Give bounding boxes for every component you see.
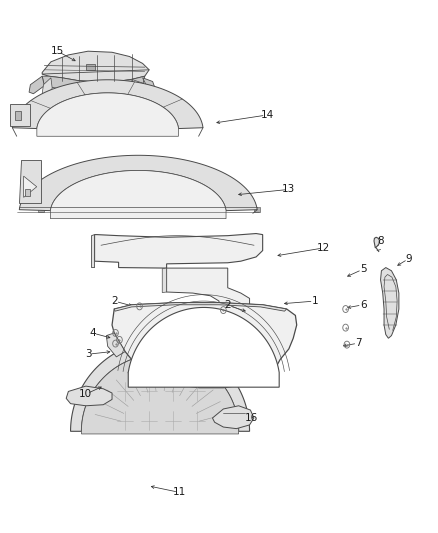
Text: 2: 2 xyxy=(111,296,117,306)
Polygon shape xyxy=(14,111,21,120)
Polygon shape xyxy=(143,78,155,91)
Polygon shape xyxy=(81,354,239,434)
Polygon shape xyxy=(106,333,125,357)
Polygon shape xyxy=(132,79,144,94)
Text: 15: 15 xyxy=(51,46,64,56)
Bar xyxy=(254,207,260,212)
Polygon shape xyxy=(162,268,166,293)
Bar xyxy=(168,207,174,212)
Bar xyxy=(124,207,131,212)
Polygon shape xyxy=(71,341,250,431)
Text: 12: 12 xyxy=(317,243,330,253)
Polygon shape xyxy=(374,237,380,248)
Polygon shape xyxy=(166,268,250,328)
Text: 14: 14 xyxy=(261,110,274,120)
Polygon shape xyxy=(25,189,30,196)
Bar xyxy=(81,207,87,212)
Text: 13: 13 xyxy=(282,184,296,195)
Polygon shape xyxy=(42,78,52,95)
Polygon shape xyxy=(50,171,226,219)
Polygon shape xyxy=(66,386,112,406)
Polygon shape xyxy=(95,233,263,268)
Bar xyxy=(211,207,217,212)
Polygon shape xyxy=(10,104,30,126)
Polygon shape xyxy=(86,64,95,70)
Text: 11: 11 xyxy=(173,488,186,497)
Text: 10: 10 xyxy=(79,389,92,399)
Polygon shape xyxy=(42,76,145,92)
Text: 5: 5 xyxy=(360,264,367,274)
Polygon shape xyxy=(24,176,37,197)
Text: 3: 3 xyxy=(85,349,92,359)
Text: 2: 2 xyxy=(224,300,231,310)
Text: 16: 16 xyxy=(245,413,258,423)
Polygon shape xyxy=(42,51,149,82)
Text: 1: 1 xyxy=(312,296,318,306)
Text: 9: 9 xyxy=(406,254,412,263)
Text: 4: 4 xyxy=(89,328,95,338)
Polygon shape xyxy=(12,80,203,128)
Polygon shape xyxy=(128,308,279,387)
Polygon shape xyxy=(92,235,95,268)
Polygon shape xyxy=(212,406,254,429)
Polygon shape xyxy=(37,93,178,136)
Text: 6: 6 xyxy=(360,300,367,310)
Polygon shape xyxy=(381,268,399,338)
Text: 7: 7 xyxy=(355,338,362,348)
Polygon shape xyxy=(114,303,287,311)
Bar xyxy=(38,207,44,212)
Polygon shape xyxy=(29,76,44,94)
Polygon shape xyxy=(112,303,297,387)
Polygon shape xyxy=(19,155,257,211)
Polygon shape xyxy=(19,160,41,203)
Text: 8: 8 xyxy=(377,236,384,246)
